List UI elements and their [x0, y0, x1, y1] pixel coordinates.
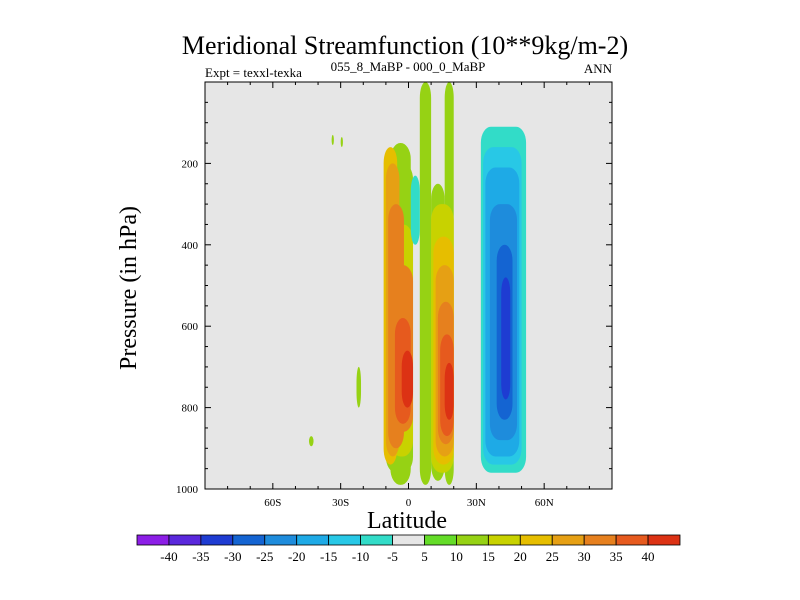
colorbar: -40 -35 -30 -25 -20 -15 -10 -5 5 10 15 20 25 30 35 40 — [136, 534, 681, 564]
colorbar-swatch — [583, 534, 617, 546]
contour-fill-layer — [309, 82, 551, 485]
contour-cell — [539, 204, 551, 441]
colorbar-label: -5 — [387, 549, 398, 564]
y-tick-label: 200 — [182, 158, 199, 170]
colorbar-label: 20 — [514, 549, 527, 564]
chart-title: Meridional Streamfunction (10**9kg/m-2) — [182, 31, 628, 60]
colorbar-swatch — [551, 534, 585, 546]
colorbar-label: 15 — [482, 549, 495, 564]
x-tick-label: 60S — [264, 497, 281, 509]
colorbar-label: -10 — [352, 549, 369, 564]
colorbar-label: -35 — [192, 549, 209, 564]
colorbar-swatch — [328, 534, 361, 546]
colorbar-swatch — [296, 534, 330, 546]
y-tick-label: 400 — [182, 240, 199, 252]
colorbar-label: 25 — [546, 549, 559, 564]
colorbar-label: 40 — [642, 549, 655, 564]
colorbar-swatch — [424, 534, 457, 546]
contour-cell — [309, 436, 314, 447]
colorbar-label: 5 — [421, 549, 428, 564]
colorbar-swatch — [487, 534, 521, 546]
colorbar-label: -15 — [320, 549, 337, 564]
subtitle-left: Expt = texxl-texka — [205, 65, 302, 80]
x-tick-label: 30S — [332, 497, 349, 509]
colorbar-label: 10 — [450, 549, 463, 564]
colorbar-swatch — [168, 534, 202, 546]
contour-cell — [356, 366, 362, 408]
colorbar-swatch — [519, 534, 553, 546]
x-tick-label: 30N — [467, 497, 486, 509]
contour-cell — [340, 136, 343, 148]
y-tick-label: 1000 — [176, 484, 199, 496]
colorbar-swatch — [200, 534, 234, 546]
contour-cell — [419, 82, 432, 485]
y-tick-label: 800 — [182, 403, 199, 415]
subtitle-center: 055_8_MaBP - 000_0_MaBP — [331, 59, 486, 74]
colorbar-swatch — [615, 534, 649, 546]
colorbar-swatch — [456, 534, 489, 546]
contour-cell — [331, 134, 334, 146]
colorbar-label: -40 — [160, 549, 177, 564]
contour-cell — [444, 362, 454, 420]
x-axis-label: Latitude — [367, 508, 447, 534]
subtitle-right: ANN — [584, 61, 613, 76]
colorbar-label: -30 — [224, 549, 241, 564]
colorbar-swatch — [232, 534, 266, 546]
colorbar-swatch — [647, 534, 681, 546]
axis-ticks: 60S 30S 0 30N 60N 200 400 600 800 1000 — [176, 82, 612, 509]
colorbar-swatch — [360, 534, 393, 546]
y-tick-label: 600 — [182, 321, 199, 333]
contour-cell — [401, 350, 414, 408]
colorbar-label: 35 — [610, 549, 623, 564]
y-axis-label: Pressure (in hPa) — [116, 206, 142, 370]
colorbar-swatch — [136, 534, 170, 546]
colorbar-swatch — [392, 534, 425, 546]
colorbar-label: -25 — [256, 549, 273, 564]
contour-cell — [410, 175, 420, 245]
colorbar-swatch — [264, 534, 298, 546]
x-tick-label: 60N — [535, 497, 554, 509]
contour-cell — [501, 277, 511, 400]
colorbar-label: 30 — [578, 549, 591, 564]
x-tick-label: 0 — [406, 497, 412, 509]
colorbar-label: -20 — [288, 549, 305, 564]
